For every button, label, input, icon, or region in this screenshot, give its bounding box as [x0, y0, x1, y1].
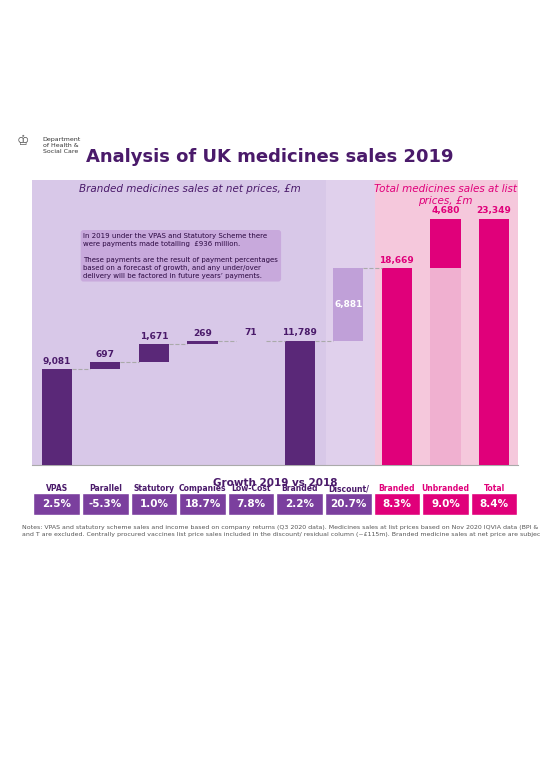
Text: 11,789: 11,789 [282, 329, 317, 338]
Bar [285, 341, 315, 465]
Text: Branded medicines sales at net prices, £m: Branded medicines sales at net prices, £… [79, 184, 301, 194]
Bar [382, 268, 412, 465]
Text: Department
of Health &
Social Care: Department of Health & Social Care [43, 137, 81, 154]
Bar [33, 494, 80, 515]
Text: Parallel
Imports: Parallel Imports [89, 484, 122, 503]
Bar [430, 219, 461, 268]
Text: 9,081: 9,081 [43, 357, 71, 366]
Text: 9.0%: 9.0% [431, 499, 460, 509]
Bar [90, 362, 120, 369]
Text: Notes: VPAS and statutory scheme sales and income based on company returns (Q3 2: Notes: VPAS and statutory scheme sales a… [22, 525, 540, 536]
Text: 20.7%: 20.7% [330, 499, 367, 509]
Text: 6,881: 6,881 [334, 299, 362, 309]
Text: In 2019 under the VPAS and Statutory Scheme there
were payments made totalling  : In 2019 under the VPAS and Statutory Sch… [84, 233, 278, 279]
Text: Companies
with sales
<£5M: Companies with sales <£5M [179, 484, 226, 514]
Text: Unbranded
Generics: Unbranded Generics [422, 484, 469, 503]
Text: 2.2%: 2.2% [285, 499, 314, 509]
Bar [471, 494, 517, 515]
Bar [326, 180, 375, 465]
Text: 23,349: 23,349 [477, 206, 511, 215]
Text: Branded
medicines
sales: Branded medicines sales [278, 484, 322, 514]
Text: -5.3%: -5.3% [89, 499, 122, 509]
Text: 8.3%: 8.3% [382, 499, 411, 509]
Text: 71: 71 [245, 329, 258, 338]
Bar [139, 344, 169, 362]
Text: 2.5%: 2.5% [42, 499, 71, 509]
Text: 269: 269 [193, 329, 212, 338]
Bar [422, 494, 469, 515]
Bar [479, 219, 509, 465]
Text: 697: 697 [96, 350, 115, 358]
Bar [375, 180, 518, 465]
Text: 8.4%: 8.4% [480, 499, 509, 509]
Text: 18.7%: 18.7% [184, 499, 221, 509]
Text: Analysis of UK medicines sales 2019: Analysis of UK medicines sales 2019 [86, 148, 454, 167]
Bar [276, 494, 323, 515]
Text: 18,669: 18,669 [380, 256, 414, 265]
Bar [32, 180, 326, 465]
Bar [333, 268, 363, 341]
Text: 1,671: 1,671 [140, 332, 168, 341]
Text: 7.8%: 7.8% [237, 499, 266, 509]
Bar [228, 494, 274, 515]
Bar [187, 342, 218, 344]
Text: Discount/
residual: Discount/ residual [328, 484, 369, 503]
Text: Total
medicines
sales: Total medicines sales [472, 484, 516, 514]
Text: Branded
medicines
sales: Branded medicines sales [375, 484, 419, 514]
Text: VPAS
measured
sales: VPAS measured sales [35, 484, 78, 514]
Text: ♔: ♔ [16, 134, 29, 148]
Bar [430, 268, 461, 465]
Text: 4,680: 4,680 [431, 206, 460, 215]
Bar [325, 494, 372, 515]
Text: 1.0%: 1.0% [139, 499, 168, 509]
Bar [374, 494, 420, 515]
Bar [131, 494, 177, 515]
Text: Total medicines sales at list
prices, £m: Total medicines sales at list prices, £m [374, 184, 517, 206]
Text: Low-Cost
Drugs: Low-Cost Drugs [231, 484, 271, 503]
Text: Growth 2019 vs 2018: Growth 2019 vs 2018 [213, 478, 338, 487]
Bar [82, 494, 129, 515]
Bar [42, 369, 72, 465]
Bar [179, 494, 226, 515]
Text: Statutory
scheme
sales: Statutory scheme sales [133, 484, 174, 514]
